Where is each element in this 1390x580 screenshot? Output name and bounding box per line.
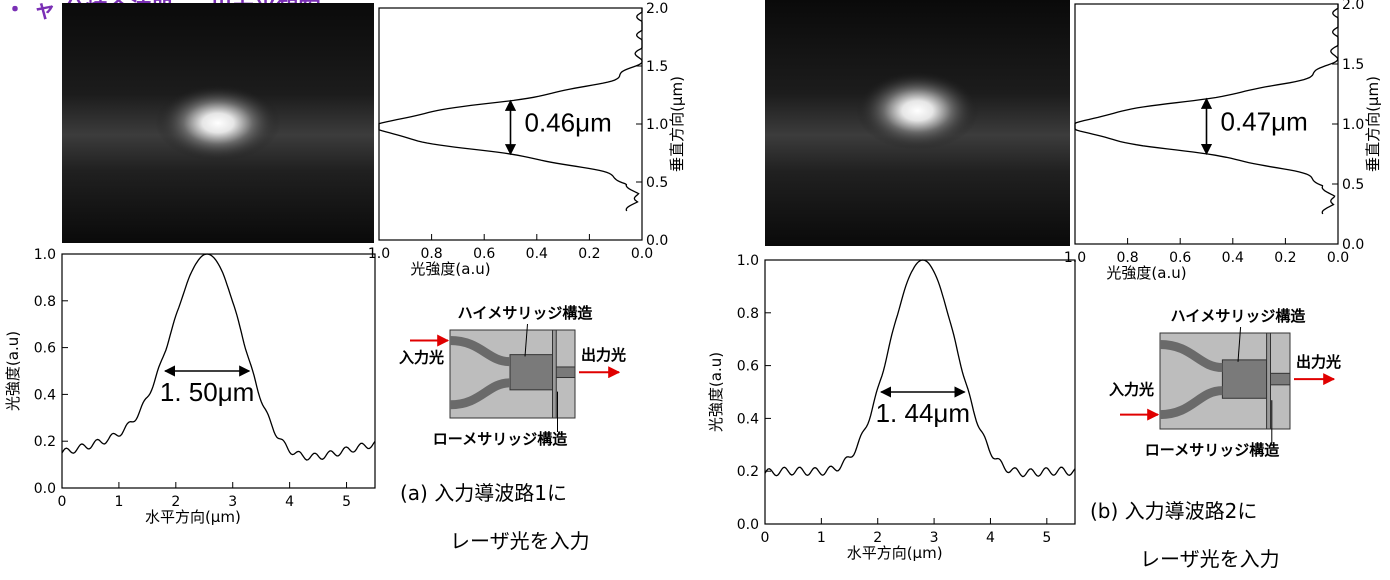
horizontal-profile-ytick-label: 0.8 xyxy=(34,294,56,310)
vertical-profile-xtick-label: 0.4 xyxy=(526,246,548,262)
vertical-fwhm-label: 0.46μm xyxy=(525,107,612,137)
vertical-profile-ytick-label: 2.0 xyxy=(1342,0,1364,13)
vertical-profile-ytick-label: 0.0 xyxy=(1342,237,1364,253)
caption-line-1: (b) 入力導波路2に xyxy=(1090,499,1257,523)
panel-b: 1.0 0.8 0.6 0.4 0.2 0.00.00.51.01.52.0光強度(a.u… xyxy=(707,0,1382,571)
vertical-profile-xtick-label: 0.6 xyxy=(1169,250,1191,266)
horizontal-profile-xlabel: 水平方向(μm) xyxy=(145,508,241,526)
horizontal-profile-ytick-label: 0.6 xyxy=(34,341,56,357)
horizontal-profile-ytick-label: 0.6 xyxy=(737,359,759,375)
vertical-profile-ytick-label: 2.0 xyxy=(646,1,668,17)
device-output-label: 出力光 xyxy=(1296,353,1341,371)
vertical-profile-xtick-label: 1.0 xyxy=(1064,250,1086,266)
horizontal-profile-ylabel: 光強度(a.u) xyxy=(4,331,22,411)
horizontal-profile-ytick-label: 1.0 xyxy=(34,247,56,263)
caption-line-1: (a) 入力導波路1に xyxy=(400,481,567,505)
horizontal-profile-ylabel: 光強度(a.u) xyxy=(707,352,725,432)
horizontal-profile-xtick-label: 1 xyxy=(817,530,826,546)
horizontal-profile-xtick-label: 0 xyxy=(761,530,770,546)
horizontal-profile-xtick-label: 3 xyxy=(930,530,939,546)
device-low-mesa-region xyxy=(552,329,557,419)
vertical-profile-ytick-label: 1.5 xyxy=(1342,57,1364,73)
vertical-profile-xlabel: 光強度(a.u) xyxy=(410,260,490,278)
vertical-profile-xlabel: 光強度(a.u) xyxy=(1106,264,1186,282)
device-high-mesa-leader xyxy=(524,323,528,357)
device-input-waveguide-1 xyxy=(449,336,511,367)
horizontal-profile-ytick-label: 0.0 xyxy=(737,517,759,533)
vertical-profile-xtick-label: 0.8 xyxy=(420,246,442,262)
horizontal-profile-curve xyxy=(764,259,1076,478)
horizontal-profile-frame xyxy=(61,253,376,489)
caption-line-2: レーザ光を入力 xyxy=(1140,547,1280,571)
vertical-profile-xtick-label: 0.2 xyxy=(578,246,600,262)
vertical-profile-ylabel: 垂直方向(μm) xyxy=(668,76,686,172)
horizontal-profile-ytick-label: 0.0 xyxy=(34,481,56,497)
horizontal-profile-xtick-label: 5 xyxy=(1042,530,1051,546)
vertical-profile-curve xyxy=(378,8,643,212)
caption-line-2: レーザ光を入力 xyxy=(450,529,590,553)
horizontal-profile-ytick-label: 1.0 xyxy=(737,253,759,269)
horizontal-profile-ytick-label: 0.2 xyxy=(737,464,759,480)
vertical-profile-xtick-label: 0.6 xyxy=(473,246,495,262)
vertical-profile-xtick-label: 1.0 xyxy=(368,246,390,262)
device-low-mesa-label: ローメサリッジ構造 xyxy=(1145,441,1279,459)
vertical-profile-ylabel: 垂直方向(μm) xyxy=(1364,76,1382,172)
horizontal-profile-frame xyxy=(764,259,1076,525)
vertical-profile-xtick-label: 0.4 xyxy=(1222,250,1244,266)
vertical-profile-ytick-label: 1.0 xyxy=(1342,117,1364,133)
horizontal-profile-ytick-label: 0.4 xyxy=(737,411,759,427)
horizontal-profile-xtick-label: 2 xyxy=(873,530,882,546)
device-input-waveguide-1 xyxy=(1159,340,1223,373)
horizontal-profile-xtick-label: 5 xyxy=(342,494,351,510)
horizontal-profile-ytick-label: 0.4 xyxy=(34,387,56,403)
vertical-profile-ytick-label: 1.0 xyxy=(646,117,668,133)
vertical-fwhm-label: 0.47μm xyxy=(1221,106,1308,136)
panel-a: 1.0 0.8 0.6 0.4 0.2 0.00.00.51.01.52.0光強度(a.u… xyxy=(4,1,686,553)
vertical-profile-xtick-label: 0.8 xyxy=(1116,250,1138,266)
horizontal-profile-xtick-label: 0 xyxy=(58,494,67,510)
device-mmi-section xyxy=(509,354,553,391)
device-input-label: 入力光 xyxy=(399,349,444,367)
mode-spot xyxy=(155,84,281,162)
horizontal-profile-xtick-label: 3 xyxy=(228,494,237,510)
horizontal-profile-xtick-label: 4 xyxy=(986,530,995,546)
horizontal-profile-ytick-label: 0.8 xyxy=(737,306,759,322)
vertical-profile-xtick-label: 0.0 xyxy=(631,246,653,262)
device-input-waveguide-2 xyxy=(449,378,511,410)
vertical-profile-ytick-label: 0.5 xyxy=(646,175,668,191)
device-input-waveguide-2 xyxy=(1159,386,1223,420)
vertical-profile-curve xyxy=(1074,4,1339,215)
horizontal-profile-curve xyxy=(61,253,376,461)
vertical-profile-ytick-label: 0.0 xyxy=(646,233,668,249)
horizontal-profile-xtick-label: 2 xyxy=(171,494,180,510)
horizontal-profile-ytick-label: 0.2 xyxy=(34,434,56,450)
horizontal-profile-xtick-label: 4 xyxy=(285,494,294,510)
vertical-profile-ytick-label: 0.5 xyxy=(1342,177,1364,193)
vertical-profile-ytick-label: 1.5 xyxy=(646,59,668,75)
vertical-profile-xtick-label: 0.0 xyxy=(1327,250,1349,266)
horizontal-profile-xlabel: 水平方向(μm) xyxy=(847,544,943,562)
horizontal-profile-xtick-label: 1 xyxy=(114,494,123,510)
horizontal-fwhm-label: 1. 44μm xyxy=(876,398,970,428)
device-high-mesa-leader xyxy=(1237,326,1242,362)
mode-spot xyxy=(856,71,979,151)
device-low-mesa-region xyxy=(1266,332,1271,430)
horizontal-fwhm-label: 1. 50μm xyxy=(160,377,254,407)
device-mmi-section xyxy=(1221,359,1268,399)
device-high-mesa-label: ハイメサリッジ構造 xyxy=(458,304,593,322)
vertical-profile-xtick-label: 0.2 xyxy=(1274,250,1296,266)
device-output-label: 出力光 xyxy=(581,346,626,364)
device-low-mesa-label: ローメサリッジ構造 xyxy=(433,430,567,448)
device-input-label: 入力光 xyxy=(1109,381,1154,399)
device-high-mesa-label: ハイメサリッジ構造 xyxy=(1171,307,1306,325)
